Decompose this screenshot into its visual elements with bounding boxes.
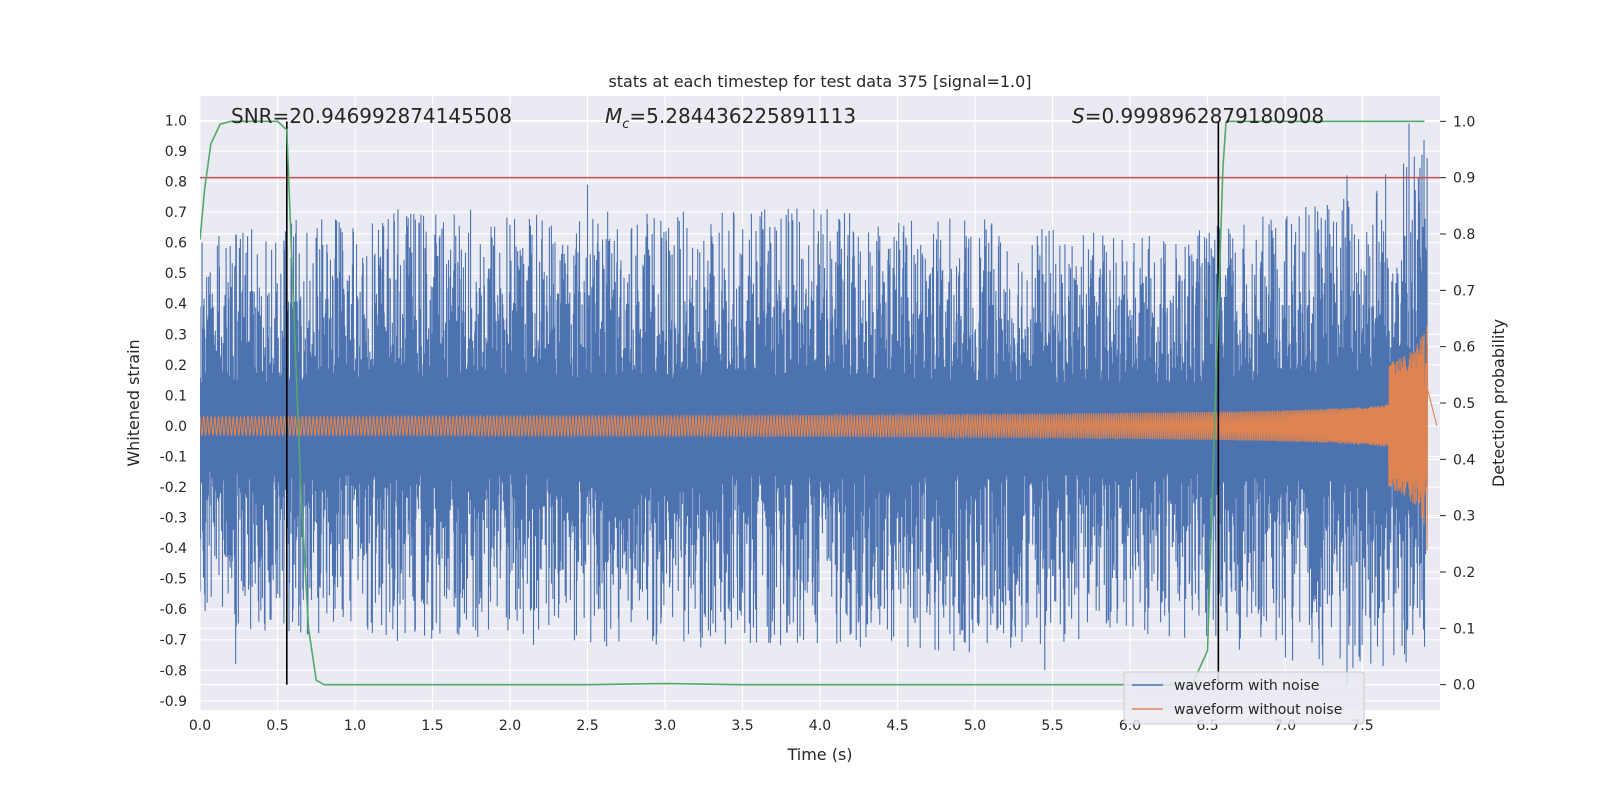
y2-tick-label: 0.7 bbox=[1453, 283, 1475, 299]
y-tick-label: 0.8 bbox=[165, 175, 187, 191]
y2-axis-ticks: 0.0 0.1 0.2 0.3 0.4 0.5 0.6 0.7 0.8 0.9 1.0 bbox=[1440, 114, 1475, 694]
y2-tick-label: 0.0 bbox=[1453, 678, 1475, 694]
x-axis-label: Time (s) bbox=[786, 745, 852, 764]
chart-title: stats at each timestep for test data 375… bbox=[608, 72, 1031, 91]
s-annotation: S=0.9998962879180908 bbox=[1072, 104, 1324, 128]
y-tick-label: 1.0 bbox=[165, 113, 187, 129]
y-tick-label: 0.9 bbox=[165, 144, 187, 160]
y2-tick-label: 1.0 bbox=[1453, 114, 1475, 130]
x-tick-label: 4.5 bbox=[886, 718, 908, 734]
x-tick-label: 5.0 bbox=[964, 718, 986, 734]
chirp-mass-annotation: Mc=5.284436225891113 bbox=[605, 104, 856, 132]
detection-probability-series bbox=[200, 120, 1425, 686]
x-tick-label: 0.0 bbox=[189, 718, 211, 734]
y-tick-label: 0.1 bbox=[165, 388, 187, 404]
clean-waveform-series bbox=[200, 325, 1438, 551]
y-tick-label: 0.3 bbox=[165, 327, 187, 343]
y-tick-label: -0.6 bbox=[160, 602, 187, 618]
y2-axis-label: Detection probability bbox=[1489, 319, 1508, 487]
x-tick-label: 4.0 bbox=[809, 718, 831, 734]
y-axis-label: Whitened strain bbox=[124, 339, 143, 466]
y2-tick-label: 0.1 bbox=[1453, 621, 1475, 637]
chirp-mass-value: =5.284436225891113 bbox=[629, 104, 856, 128]
plot-area bbox=[200, 120, 1440, 686]
y-tick-label: -0.8 bbox=[160, 663, 187, 679]
x-tick-label: 0.5 bbox=[266, 718, 288, 734]
x-tick-label: 3.0 bbox=[654, 718, 676, 734]
y-tick-label: 0.7 bbox=[165, 205, 187, 221]
y-tick-label: -0.5 bbox=[160, 572, 187, 588]
y-axis-ticks: -0.9 -0.8 -0.7 -0.6 -0.5 -0.4 -0.3 -0.2 -0.1 0.0 0… bbox=[160, 113, 187, 709]
legend-label-with-noise: waveform with noise bbox=[1174, 678, 1319, 694]
y2-tick-label: 0.9 bbox=[1453, 171, 1475, 187]
y-tick-label: 0.0 bbox=[165, 419, 187, 435]
y2-tick-label: 0.2 bbox=[1453, 565, 1475, 581]
y-tick-label: 0.6 bbox=[165, 236, 187, 252]
snr-annotation: SNR=20.946992874145508 bbox=[231, 104, 512, 128]
y-tick-label: -0.4 bbox=[160, 541, 187, 557]
x-tick-label: 2.5 bbox=[576, 718, 598, 734]
legend: waveform with noise waveform without noi… bbox=[1123, 671, 1365, 725]
y2-tick-label: 0.8 bbox=[1453, 227, 1475, 243]
s-symbol: S bbox=[1072, 104, 1085, 128]
s-value: =0.9998962879180908 bbox=[1085, 104, 1324, 128]
y2-tick-label: 0.4 bbox=[1453, 452, 1475, 468]
y2-tick-label: 0.3 bbox=[1453, 509, 1475, 525]
chirp-mass-subscript: c bbox=[622, 117, 629, 132]
legend-label-without-noise: waveform without noise bbox=[1174, 702, 1342, 718]
y-tick-label: -0.9 bbox=[160, 694, 187, 710]
x-tick-label: 2.0 bbox=[499, 718, 521, 734]
x-tick-label: 1.5 bbox=[421, 718, 443, 734]
chirp-mass-symbol: M bbox=[605, 104, 622, 128]
x-tick-label: 3.5 bbox=[731, 718, 753, 734]
y-tick-label: -0.7 bbox=[160, 633, 187, 649]
y2-tick-label: 0.5 bbox=[1453, 396, 1475, 412]
y-tick-label: -0.2 bbox=[160, 480, 187, 496]
y-tick-label: 0.2 bbox=[165, 358, 187, 374]
y-tick-label: 0.4 bbox=[165, 297, 187, 313]
legend-box bbox=[1123, 671, 1365, 725]
x-tick-label: 1.0 bbox=[344, 718, 366, 734]
y2-tick-label: 0.6 bbox=[1453, 340, 1475, 356]
y-tick-label: -0.1 bbox=[160, 449, 187, 465]
x-axis-ticks: 0.0 0.5 1.0 1.5 2.0 2.5 3.0 3.5 4.0 4.5 5.0 5.5 6.0 6… bbox=[189, 718, 1374, 734]
y-tick-label: 0.5 bbox=[165, 266, 187, 282]
x-tick-label: 5.5 bbox=[1041, 718, 1063, 734]
y-tick-label: -0.3 bbox=[160, 511, 187, 527]
